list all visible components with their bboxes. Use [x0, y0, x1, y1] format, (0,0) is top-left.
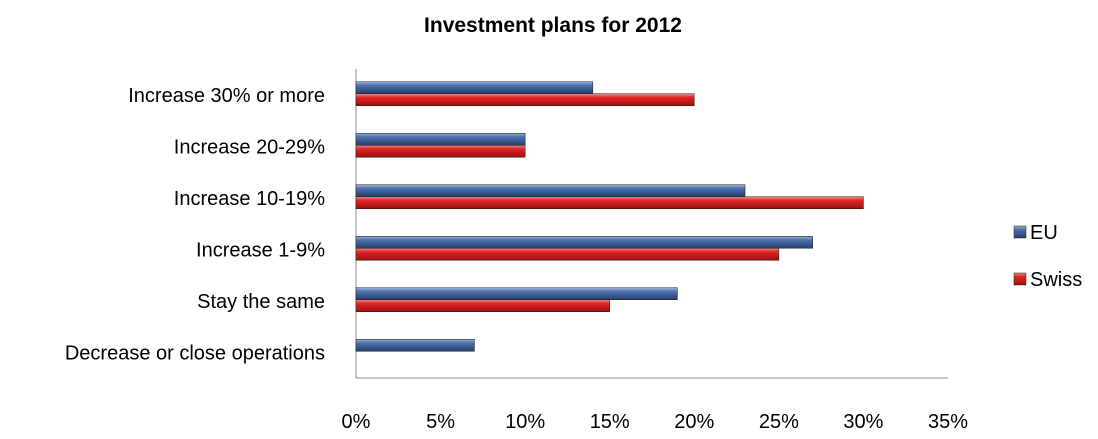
bar-eu-2 [355, 184, 746, 197]
bar-eu-3 [355, 236, 813, 249]
legend-label-eu: EU [1030, 222, 1058, 244]
category-label: Stay the same [197, 291, 325, 313]
bar-eu-0 [355, 81, 594, 94]
category-label: Increase 30% or more [128, 85, 325, 107]
chart-title: Investment plans for 2012 [424, 14, 682, 37]
x-tick-label: 5% [426, 411, 455, 433]
x-tick-label: 35% [928, 411, 968, 433]
bar-swiss-1 [355, 145, 526, 158]
legend-label-swiss: Swiss [1030, 269, 1082, 291]
bar-swiss-3 [355, 248, 780, 261]
bar-swiss-0 [355, 93, 695, 106]
category-label: Increase 20-29% [174, 136, 325, 158]
legend-swatch-swiss [1013, 272, 1027, 286]
category-label: Increase 1-9% [196, 239, 325, 261]
x-tick-label: 15% [590, 411, 630, 433]
bar-swiss-4 [355, 299, 610, 312]
category-label: Increase 10-19% [174, 188, 325, 210]
category-label: Decrease or close operations [65, 342, 325, 364]
bar-eu-1 [355, 133, 526, 146]
legend: EU Swiss [1013, 222, 1082, 291]
legend-swatch-eu [1013, 225, 1027, 239]
bar-swiss-2 [355, 196, 864, 209]
plot-area: Increase 30% or more Increase 20-29% Incre… [65, 69, 968, 433]
x-tick-label: 30% [843, 411, 883, 433]
bar-eu-4 [355, 287, 678, 300]
x-tick-label: 10% [505, 411, 545, 433]
x-tick-label: 20% [674, 411, 714, 433]
x-tick-label: 0% [342, 411, 371, 433]
x-tick-label: 25% [759, 411, 799, 433]
bar-eu-5 [355, 339, 475, 352]
